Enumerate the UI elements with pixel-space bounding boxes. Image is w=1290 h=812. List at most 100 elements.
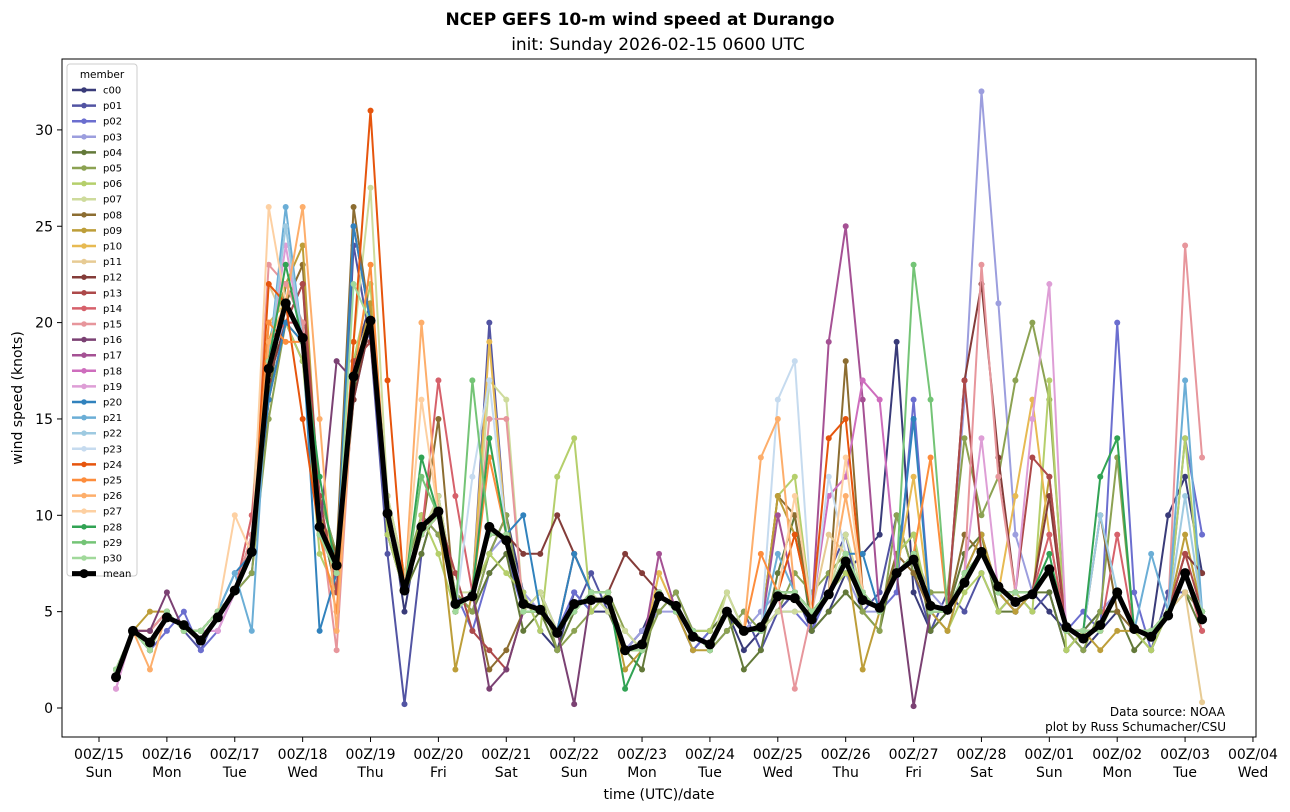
data-point-mean bbox=[1027, 589, 1038, 600]
data-point-mean bbox=[484, 521, 495, 532]
series-line-p01 bbox=[115, 244, 1203, 706]
data-point-p03 bbox=[1012, 531, 1019, 538]
data-point-p30 bbox=[588, 589, 595, 596]
y-tick-label: 15 bbox=[35, 412, 53, 428]
data-point-p17 bbox=[842, 223, 849, 230]
x-tick-label: 00Z/22 bbox=[549, 747, 599, 763]
legend-label-p19: p19 bbox=[103, 382, 122, 393]
data-point-p28 bbox=[486, 435, 493, 442]
data-point-p09 bbox=[1012, 608, 1019, 615]
legend-marker-p21 bbox=[81, 414, 87, 421]
data-point-p02 bbox=[197, 647, 204, 654]
data-point-p20 bbox=[282, 319, 289, 326]
data-point-mean bbox=[1010, 597, 1021, 608]
data-point-p21 bbox=[774, 550, 781, 557]
data-point-p06 bbox=[1063, 647, 1070, 654]
data-point-p28 bbox=[622, 685, 629, 692]
data-point-mean bbox=[246, 546, 257, 557]
legend-marker-p18 bbox=[81, 368, 87, 374]
legend-marker-p22 bbox=[81, 430, 87, 437]
data-point-c00 bbox=[1165, 512, 1172, 519]
data-point-p01 bbox=[401, 701, 408, 708]
data-point-mean bbox=[789, 593, 800, 604]
legend-marker-p28 bbox=[81, 524, 87, 530]
data-point-p13 bbox=[1046, 473, 1053, 480]
data-point-p02 bbox=[1199, 531, 1206, 538]
legend-marker-p11 bbox=[81, 258, 87, 265]
data-point-p05 bbox=[978, 512, 985, 519]
data-point-mean bbox=[704, 639, 715, 650]
annotation-credit: plot by Russ Schumacher/CSU bbox=[1045, 720, 1226, 734]
data-point-p06 bbox=[1182, 435, 1189, 442]
data-point-p05 bbox=[876, 627, 883, 634]
data-point-p06 bbox=[486, 550, 493, 557]
legend-label-p28: p28 bbox=[103, 522, 122, 533]
data-point-mean bbox=[857, 595, 868, 606]
data-point-mean bbox=[111, 672, 121, 683]
x-tick-label: 00Z/25 bbox=[753, 747, 803, 763]
data-point-p05 bbox=[1029, 319, 1036, 326]
plot-frame bbox=[61, 58, 1257, 738]
legend-label-p14: p14 bbox=[103, 304, 122, 315]
data-point-mean bbox=[738, 625, 749, 636]
legend-marker-p27 bbox=[81, 508, 87, 514]
x-tick-day-label: Tue bbox=[1172, 765, 1197, 781]
data-point-mean bbox=[620, 645, 631, 656]
data-point-p06 bbox=[842, 570, 849, 577]
legend-label-p17: p17 bbox=[103, 351, 122, 362]
data-point-p09 bbox=[944, 627, 951, 634]
legend-marker-p14 bbox=[81, 305, 87, 312]
data-point-p15 bbox=[1182, 242, 1189, 249]
data-point-p15 bbox=[995, 473, 1002, 480]
y-tick-label: 0 bbox=[44, 701, 53, 717]
data-point-p07 bbox=[774, 608, 781, 615]
data-point-p28 bbox=[316, 473, 323, 480]
legend-marker-p07 bbox=[81, 196, 87, 202]
data-point-p06 bbox=[316, 550, 323, 557]
data-point-mean bbox=[314, 521, 325, 532]
data-point-p30 bbox=[605, 589, 612, 596]
data-point-mean bbox=[433, 506, 444, 517]
data-point-p17 bbox=[825, 338, 832, 345]
data-point-p29 bbox=[910, 261, 917, 268]
data-point-p04 bbox=[842, 589, 849, 596]
data-point-p06 bbox=[961, 589, 968, 596]
data-point-p12 bbox=[622, 550, 629, 557]
legend-label-p29: p29 bbox=[103, 538, 122, 549]
series-p22 bbox=[113, 223, 1206, 673]
data-point-p29 bbox=[418, 473, 425, 480]
data-point-mean bbox=[195, 635, 206, 646]
data-point-p24 bbox=[842, 415, 849, 422]
data-point-p25 bbox=[282, 338, 289, 345]
data-point-p04 bbox=[740, 666, 747, 673]
data-point-mean bbox=[823, 589, 834, 600]
legend-marker-p30 bbox=[81, 555, 87, 561]
data-point-p05 bbox=[1097, 608, 1104, 615]
series-layer bbox=[111, 88, 1208, 710]
x-tick-label: 00Z/01 bbox=[1024, 747, 1074, 763]
data-point-p27 bbox=[842, 454, 849, 461]
data-point-p04 bbox=[1046, 589, 1053, 596]
legend-label-p11: p11 bbox=[103, 257, 122, 268]
data-point-p16 bbox=[163, 589, 170, 596]
data-point-p07 bbox=[503, 396, 510, 403]
y-tick-label: 5 bbox=[44, 605, 53, 621]
data-point-p24 bbox=[384, 377, 391, 384]
data-point-p28 bbox=[1046, 550, 1053, 557]
data-point-p24 bbox=[299, 415, 306, 422]
data-point-p06 bbox=[995, 608, 1002, 615]
data-point-p04 bbox=[486, 570, 493, 577]
data-point-mean bbox=[1180, 568, 1191, 579]
data-point-c00 bbox=[740, 647, 747, 654]
data-point-p19 bbox=[214, 627, 221, 634]
data-point-p03 bbox=[978, 88, 985, 95]
data-point-p12 bbox=[520, 550, 527, 557]
series-line-p05 bbox=[115, 321, 1203, 670]
data-point-p12 bbox=[537, 550, 544, 557]
legend-marker-p16 bbox=[81, 336, 87, 343]
data-point-p04 bbox=[1131, 647, 1138, 654]
legend-label-p02: p02 bbox=[103, 117, 122, 128]
legend-label-p03: p03 bbox=[103, 132, 122, 143]
data-point-p12 bbox=[554, 512, 561, 519]
legend-label-p04: p04 bbox=[103, 148, 122, 159]
